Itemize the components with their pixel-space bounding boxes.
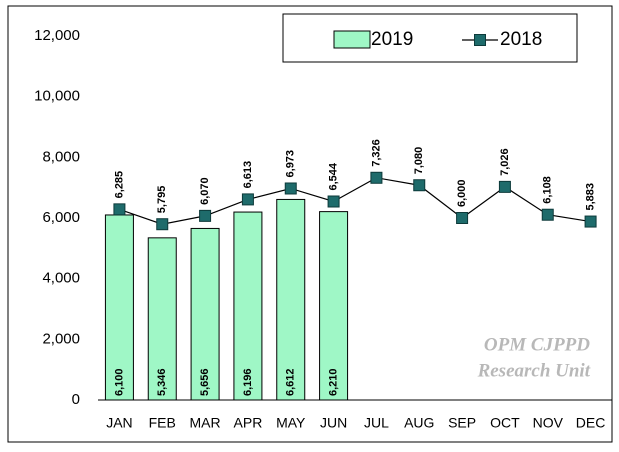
- legend-box: [282, 13, 578, 63]
- point-value-label: 6,108: [542, 176, 554, 204]
- x-tick-label: MAY: [276, 415, 306, 431]
- marker: [241, 193, 254, 206]
- bar: [233, 211, 263, 401]
- bar: [190, 227, 220, 401]
- x-tick-label: OCT: [490, 415, 520, 431]
- x-tick-label: MAR: [190, 415, 221, 431]
- y-tick-label: 8,000: [42, 148, 80, 165]
- point-value-label: 7,080: [413, 147, 425, 175]
- marker: [370, 171, 383, 184]
- x-tick-label: JAN: [106, 415, 132, 431]
- x-tick-label: AUG: [404, 415, 434, 431]
- bar-value-label: 5,346: [156, 368, 168, 396]
- annotation: Research Unit: [477, 360, 591, 381]
- annotation: OPM CJPPD: [484, 334, 590, 355]
- legend-swatch: [333, 30, 371, 49]
- marker: [584, 215, 597, 228]
- point-value-label: 6,000: [456, 179, 468, 207]
- marker: [456, 212, 469, 224]
- y-tick-label: 0: [72, 391, 80, 408]
- marker: [498, 180, 511, 193]
- point-value-label: 6,285: [113, 171, 125, 199]
- chart-frame: [7, 5, 613, 443]
- x-tick-label: DEC: [576, 415, 606, 431]
- y-tick-label: 6,000: [42, 209, 80, 226]
- y-tick-label: 10,000: [34, 88, 80, 105]
- point-value-label: 6,544: [327, 162, 339, 190]
- x-tick-label: SEP: [448, 415, 476, 431]
- point-value-label: 7,326: [370, 139, 382, 167]
- legend-label: 2018: [500, 29, 542, 50]
- bar-value-label: 6,196: [242, 368, 254, 396]
- bar-value-label: 6,210: [327, 368, 339, 396]
- marker: [541, 208, 554, 221]
- bar: [319, 211, 349, 401]
- bar-value-label: 6,100: [113, 368, 125, 396]
- legend-swatch: [474, 34, 486, 46]
- x-tick-label: JUN: [320, 415, 347, 431]
- point-value-label: 5,883: [584, 183, 596, 211]
- bar-value-label: 5,656: [199, 368, 211, 396]
- y-tick-label: 2,000: [42, 330, 80, 347]
- x-tick-label: FEB: [149, 415, 176, 431]
- x-tick-label: JUL: [364, 415, 389, 431]
- point-value-label: 6,070: [199, 177, 211, 205]
- y-tick-label: 12,000: [34, 27, 80, 44]
- marker: [327, 195, 340, 208]
- marker: [413, 179, 426, 192]
- line: [119, 177, 591, 225]
- bar: [276, 198, 306, 401]
- point-value-label: 5,795: [156, 186, 168, 214]
- marker: [284, 182, 297, 195]
- point-value-label: 6,613: [242, 161, 254, 189]
- point-value-label: 7,026: [499, 148, 511, 176]
- point-value-label: 6,973: [285, 150, 297, 178]
- bar: [147, 237, 177, 401]
- x-tick-label: APR: [234, 415, 263, 431]
- bar-value-label: 6,612: [285, 368, 297, 396]
- legend-label: 2019: [371, 29, 413, 50]
- marker: [113, 203, 126, 216]
- y-tick-label: 4,000: [42, 270, 80, 287]
- marker: [156, 218, 169, 231]
- x-tick-label: NOV: [533, 415, 564, 431]
- marker: [199, 209, 212, 222]
